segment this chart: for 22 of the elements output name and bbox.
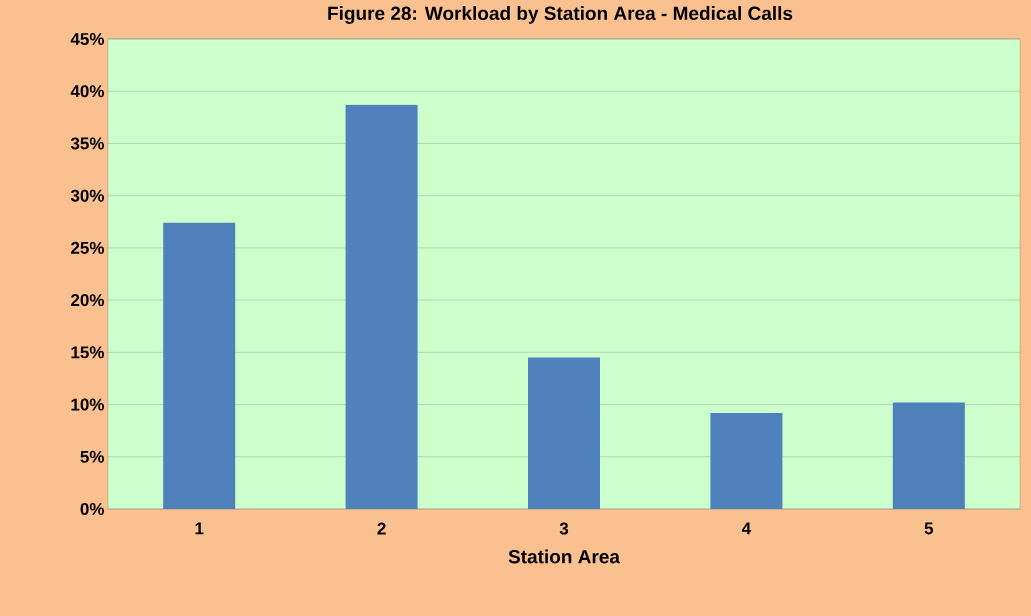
bar [163, 222, 236, 509]
y-tick-label: 35% [70, 137, 105, 150]
x-tick-label: 5 [924, 522, 934, 535]
bar [710, 412, 783, 509]
y-tick-label: 0% [80, 502, 105, 516]
y-tick-label: 20% [71, 294, 105, 307]
y-tick-label: 45% [70, 33, 105, 45]
y-tick-label: 30% [70, 189, 105, 202]
y-tick-label: 5% [80, 450, 105, 463]
y-tick-label: 10% [71, 398, 105, 411]
x-axis-title: Station Area [508, 549, 621, 564]
y-tick-label: 40% [70, 85, 105, 98]
bar [892, 402, 965, 509]
bar [528, 357, 600, 509]
x-tick-label: 2 [377, 522, 386, 535]
x-tick-label: 1 [195, 522, 204, 535]
y-tick-label: 25% [71, 241, 105, 254]
y-tick-label: 15% [71, 346, 105, 359]
x-tick-label: 4 [741, 522, 752, 535]
bar [345, 104, 418, 509]
x-tick-label: 3 [559, 522, 569, 535]
chart-title: Figure 28: Workload by Station Area - Medical Calls [328, 6, 793, 24]
